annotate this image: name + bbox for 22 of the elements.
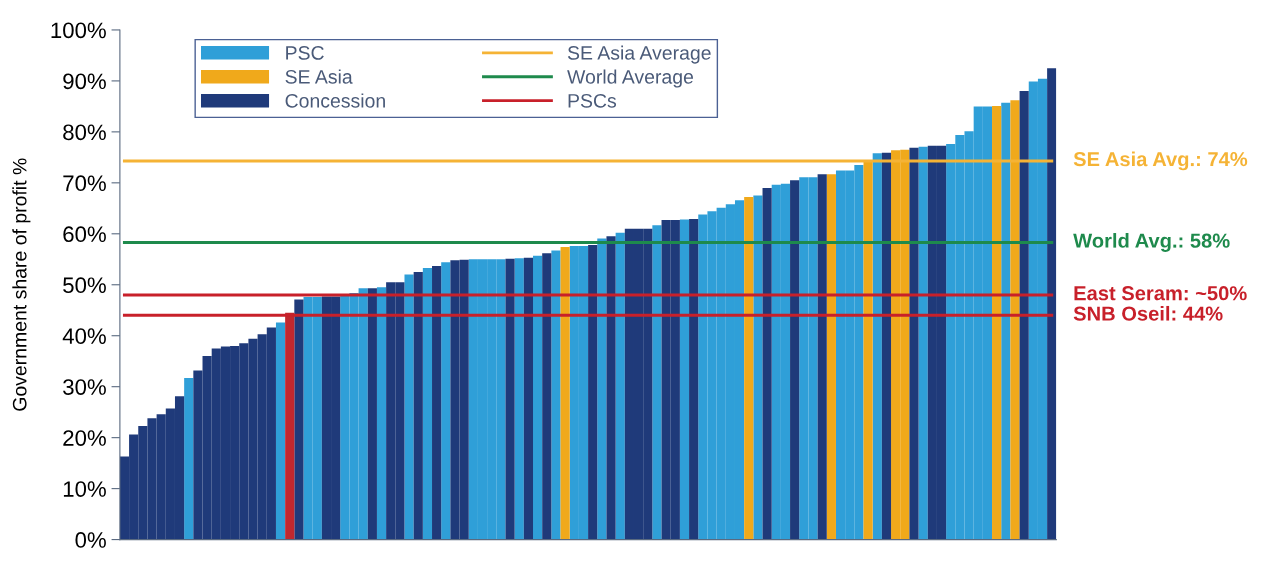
- y-tick-label: 20%: [63, 430, 106, 446]
- text: East Seram: ~50%: [1074, 286, 1247, 301]
- legend-label: PSC: [286, 46, 324, 60]
- text: SNB Oseil: 44%: [1073, 305, 1223, 321]
- legend-label: SE Asia: [285, 69, 353, 84]
- y-tick-label: 60%: [63, 226, 106, 243]
- legend-label: World Average: [567, 69, 694, 88]
- y-tick-label: 0%: [75, 532, 106, 548]
- y-tick-label: 30%: [63, 379, 106, 395]
- legend-label: SE Asia Average: [567, 45, 711, 64]
- y-tick-label: 50%: [63, 277, 106, 294]
- y-tick-label: 70%: [63, 175, 106, 192]
- text: World Avg.: 58%: [1073, 233, 1230, 252]
- y-tick-label: 80%: [63, 124, 106, 141]
- legend-label: PSCs: [568, 93, 617, 108]
- text: SE Asia Avg.: 74%: [1073, 151, 1248, 171]
- y-axis-title: Government share of profit %: [12, 158, 31, 411]
- y-tick-label: 90%: [63, 73, 106, 90]
- legend-label: Concession: [285, 93, 385, 108]
- y-tick-label: 10%: [63, 481, 106, 497]
- y-tick-label: 100%: [51, 22, 106, 39]
- y-tick-label: 40%: [62, 328, 106, 344]
